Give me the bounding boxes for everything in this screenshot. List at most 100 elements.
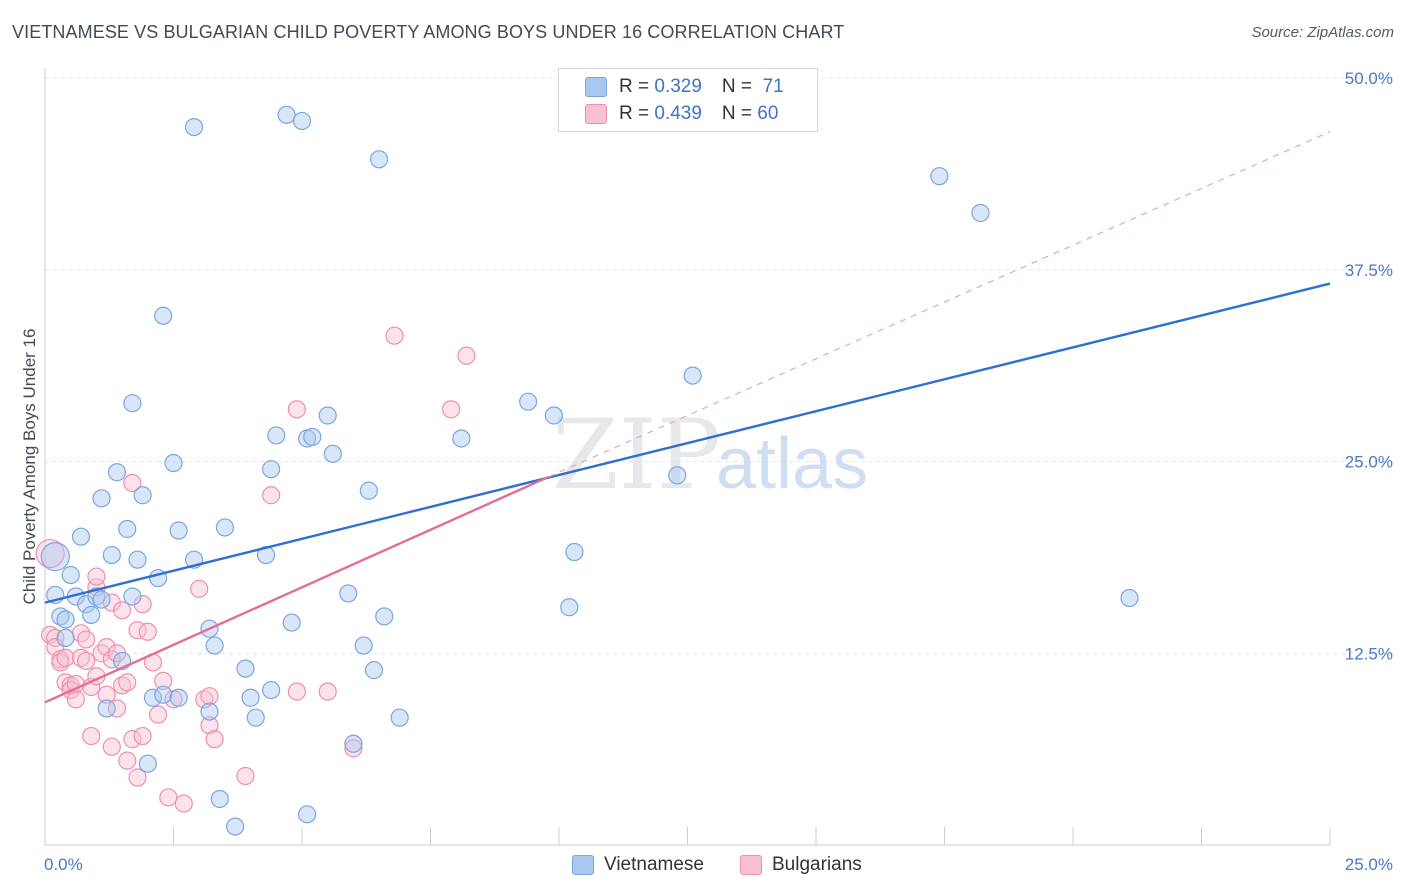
data-point bbox=[323, 444, 342, 463]
data-point bbox=[205, 636, 224, 655]
data-point bbox=[267, 426, 286, 445]
data-point bbox=[46, 628, 65, 648]
data-point bbox=[133, 726, 152, 746]
trendlines bbox=[44, 131, 1331, 704]
x-tick-label: 0.0% bbox=[44, 855, 83, 874]
data-point bbox=[1120, 588, 1139, 608]
data-point bbox=[97, 699, 116, 718]
data-point bbox=[200, 702, 219, 721]
data-point bbox=[77, 651, 96, 671]
data-point bbox=[159, 788, 178, 807]
data-point bbox=[154, 685, 173, 704]
data-point bbox=[138, 622, 157, 641]
y-axis-label: Child Poverty Among Boys Under 16 bbox=[20, 329, 39, 605]
data-point bbox=[544, 406, 563, 425]
data-point bbox=[51, 607, 70, 626]
data-point bbox=[683, 366, 702, 385]
legend-n-label: N = bbox=[721, 76, 758, 97]
data-point bbox=[390, 708, 409, 727]
data-point bbox=[82, 605, 101, 625]
data-point bbox=[87, 567, 106, 586]
data-point bbox=[174, 794, 193, 813]
data-point bbox=[519, 392, 538, 411]
data-point bbox=[35, 538, 65, 569]
data-point bbox=[236, 766, 255, 786]
data-point bbox=[102, 545, 121, 565]
data-point bbox=[164, 453, 183, 473]
x-tick-label: 25.0% bbox=[1345, 855, 1393, 874]
legend-swatch-bulgarians bbox=[585, 104, 607, 124]
data-point bbox=[226, 817, 245, 836]
data-point bbox=[92, 489, 111, 508]
trendline-bulgarians bbox=[44, 475, 550, 704]
data-point bbox=[56, 628, 75, 648]
bottom-legend-bulgarians: Bulgarians bbox=[740, 852, 862, 878]
data-point bbox=[241, 688, 260, 707]
data-point bbox=[262, 680, 281, 700]
legend-r-label: R = bbox=[619, 76, 655, 97]
data-point bbox=[560, 598, 579, 617]
data-point bbox=[200, 687, 219, 706]
legend-n-value: 60 bbox=[757, 103, 779, 124]
data-point bbox=[277, 105, 296, 124]
data-point bbox=[123, 587, 142, 606]
data-point bbox=[262, 486, 281, 505]
data-point bbox=[457, 346, 476, 365]
data-point bbox=[210, 789, 229, 809]
data-point bbox=[452, 429, 471, 448]
data-point bbox=[123, 730, 142, 749]
source-label: Source: ZipAtlas.com bbox=[1251, 24, 1394, 41]
data-point bbox=[184, 117, 204, 137]
legend-r-value: 0.329 bbox=[654, 76, 702, 97]
data-point bbox=[287, 682, 306, 701]
data-point bbox=[92, 590, 111, 609]
data-point bbox=[375, 607, 394, 626]
data-point bbox=[66, 690, 85, 709]
watermark-atlas: atlas bbox=[716, 424, 868, 504]
data-point bbox=[118, 673, 137, 692]
y-tick-label: 37.5% bbox=[1345, 261, 1393, 280]
data-point bbox=[97, 685, 116, 704]
data-point bbox=[344, 739, 363, 758]
data-point bbox=[82, 726, 101, 746]
watermark: ZIP atlas bbox=[552, 399, 868, 511]
data-point bbox=[262, 460, 281, 479]
data-point bbox=[61, 565, 80, 585]
data-point bbox=[56, 648, 75, 667]
data-point bbox=[133, 595, 152, 614]
legend-row-vietnamese: R = 0.329 N = 71 bbox=[585, 74, 784, 100]
data-point bbox=[143, 688, 163, 707]
data-point bbox=[298, 805, 317, 824]
data-point bbox=[148, 705, 168, 724]
axes bbox=[44, 68, 1331, 846]
data-point bbox=[200, 716, 219, 735]
data-point bbox=[169, 521, 188, 540]
data-point bbox=[133, 486, 152, 505]
data-point bbox=[236, 659, 255, 678]
data-point bbox=[107, 699, 127, 718]
trendline-bulgarians bbox=[548, 131, 1331, 478]
data-point bbox=[154, 671, 173, 690]
y-tick-label: 25.0% bbox=[1345, 453, 1393, 472]
data-point bbox=[359, 481, 378, 500]
grid-lines bbox=[45, 77, 1394, 654]
legend-swatch-vietnamese bbox=[585, 77, 607, 97]
data-point bbox=[344, 734, 363, 753]
data-point bbox=[930, 167, 949, 186]
y-tick-label: 12.5% bbox=[1345, 644, 1393, 663]
data-point bbox=[339, 584, 358, 603]
data-point bbox=[292, 111, 312, 131]
bottom-legend-swatch-vietnamese bbox=[572, 855, 594, 875]
data-point bbox=[441, 400, 461, 419]
data-point bbox=[112, 676, 132, 695]
data-point bbox=[215, 518, 234, 537]
data-point bbox=[282, 613, 301, 632]
data-point bbox=[112, 601, 132, 620]
bottom-legend-label: Vietnamese bbox=[604, 854, 704, 875]
data-point bbox=[128, 550, 147, 569]
data-point bbox=[246, 708, 265, 727]
correlation-legend: R = 0.329 N = 71 R = 0.439 N = 60 bbox=[558, 68, 818, 132]
data-point bbox=[107, 463, 127, 482]
data-point bbox=[303, 427, 322, 447]
